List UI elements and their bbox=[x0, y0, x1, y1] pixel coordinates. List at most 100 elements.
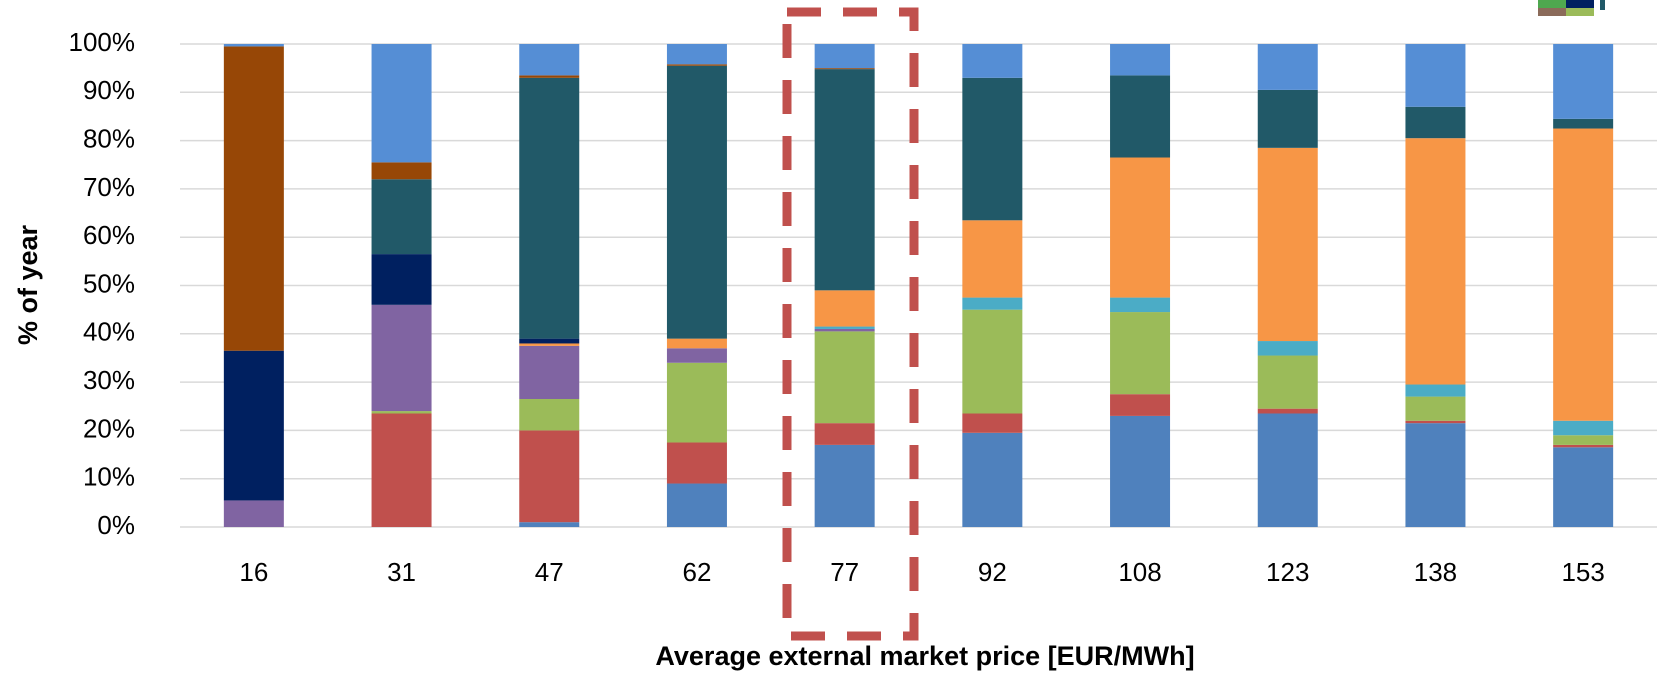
bar-segment bbox=[1405, 420, 1466, 424]
bar-segment bbox=[962, 413, 1023, 433]
bar-segment bbox=[1110, 75, 1171, 158]
bar-segment bbox=[1405, 106, 1466, 139]
x-tick-label: 92 bbox=[978, 557, 1007, 587]
x-tick-label: 77 bbox=[830, 557, 859, 587]
bar-segment bbox=[519, 343, 580, 346]
bar-segment bbox=[666, 64, 727, 66]
bar-segment bbox=[371, 411, 432, 414]
bar-segment bbox=[223, 350, 284, 501]
y-axis-title: % of year bbox=[13, 224, 43, 345]
bar-segment bbox=[1257, 408, 1318, 414]
bar-segment bbox=[1553, 44, 1614, 119]
bar-segment bbox=[962, 77, 1023, 221]
bars bbox=[223, 44, 1614, 527]
x-tick-label: 16 bbox=[239, 557, 268, 587]
bar-segment bbox=[1257, 89, 1318, 148]
y-tick-label: 90% bbox=[83, 75, 135, 105]
bar-segment bbox=[1110, 394, 1171, 416]
y-tick-label: 70% bbox=[83, 172, 135, 202]
x-tick-label: 47 bbox=[535, 557, 564, 587]
y-tick-label: 80% bbox=[83, 123, 135, 153]
bar-segment bbox=[519, 522, 580, 527]
bar-segment bbox=[1110, 157, 1171, 298]
y-tick-label: 20% bbox=[83, 413, 135, 443]
bar-segment bbox=[1110, 297, 1171, 313]
y-tick-label: 100% bbox=[69, 27, 136, 57]
bar-segment bbox=[519, 77, 580, 339]
bar-segment bbox=[666, 483, 727, 527]
bar-segment bbox=[666, 338, 727, 349]
bar-segment bbox=[1405, 384, 1466, 397]
x-tick-label: 123 bbox=[1266, 557, 1309, 587]
bar-segment bbox=[666, 65, 727, 339]
bar-segment bbox=[1553, 128, 1614, 421]
legend-fragment bbox=[1538, 0, 1605, 16]
bar-segment bbox=[1257, 355, 1318, 409]
y-tick-label: 30% bbox=[83, 365, 135, 395]
legend-swatch bbox=[1538, 0, 1566, 8]
bar-segment bbox=[519, 338, 580, 344]
bar-segment bbox=[519, 430, 580, 523]
bar-segment bbox=[814, 44, 875, 69]
bar-segment bbox=[962, 297, 1023, 310]
bar-segment bbox=[519, 399, 580, 431]
bar-segment bbox=[1257, 44, 1318, 90]
bar-segment bbox=[1405, 138, 1466, 385]
bar-segment bbox=[371, 179, 432, 255]
bar-segment bbox=[814, 68, 875, 70]
bar-segment bbox=[1110, 44, 1171, 76]
bar-segment bbox=[371, 304, 432, 412]
bar-segment bbox=[1553, 420, 1614, 436]
bar-segment bbox=[1553, 444, 1614, 448]
bar-segment bbox=[1553, 447, 1614, 527]
bar-segment bbox=[962, 44, 1023, 78]
x-tick-label: 138 bbox=[1414, 557, 1457, 587]
bar-segment bbox=[814, 331, 875, 424]
bar-segment bbox=[666, 442, 727, 484]
bar-segment bbox=[1257, 147, 1318, 342]
bar-segment bbox=[666, 348, 727, 363]
bar-segment bbox=[814, 423, 875, 445]
bar-segment bbox=[371, 413, 432, 527]
bar-segment bbox=[1553, 118, 1614, 129]
bar-segment bbox=[814, 69, 875, 291]
bar-segment bbox=[223, 46, 284, 351]
bar-segment bbox=[814, 326, 875, 329]
bar-segment bbox=[962, 432, 1023, 527]
x-tick-label: 31 bbox=[387, 557, 416, 587]
y-tick-label: 60% bbox=[83, 220, 135, 250]
x-axis-title: Average external market price [EUR/MWh] bbox=[655, 641, 1194, 671]
bar-segment bbox=[223, 44, 284, 47]
bar-segment bbox=[223, 500, 284, 527]
legend-swatch bbox=[1600, 0, 1605, 10]
y-tick-label: 10% bbox=[83, 462, 135, 492]
bar-segment bbox=[1405, 44, 1466, 107]
bar-segment bbox=[814, 290, 875, 327]
bar-segment bbox=[1405, 396, 1466, 421]
bar-segment bbox=[666, 362, 727, 443]
bar-segment bbox=[1405, 423, 1466, 527]
y-tick-label: 0% bbox=[97, 510, 135, 540]
legend-swatch bbox=[1538, 8, 1566, 16]
bar-segment bbox=[371, 254, 432, 305]
bar-segment bbox=[1553, 435, 1614, 445]
bar-segment bbox=[1110, 415, 1171, 527]
x-tick-label: 153 bbox=[1561, 557, 1604, 587]
bar-segment bbox=[519, 75, 580, 78]
legend-swatch bbox=[1566, 0, 1594, 8]
bar-segment bbox=[1257, 341, 1318, 356]
bar-segment bbox=[519, 44, 580, 76]
bar-segment bbox=[371, 162, 432, 180]
x-tick-label: 108 bbox=[1118, 557, 1161, 587]
bar-segment bbox=[814, 444, 875, 527]
bar-segment bbox=[962, 220, 1023, 298]
bar-segment bbox=[519, 345, 580, 400]
bar-segment bbox=[1257, 413, 1318, 527]
x-tick-label: 62 bbox=[682, 557, 711, 587]
bar-segment bbox=[1110, 312, 1171, 395]
y-tick-label: 40% bbox=[83, 317, 135, 347]
y-tick-label: 50% bbox=[83, 268, 135, 298]
legend-swatch bbox=[1566, 8, 1594, 16]
highlight-box bbox=[782, 7, 919, 641]
